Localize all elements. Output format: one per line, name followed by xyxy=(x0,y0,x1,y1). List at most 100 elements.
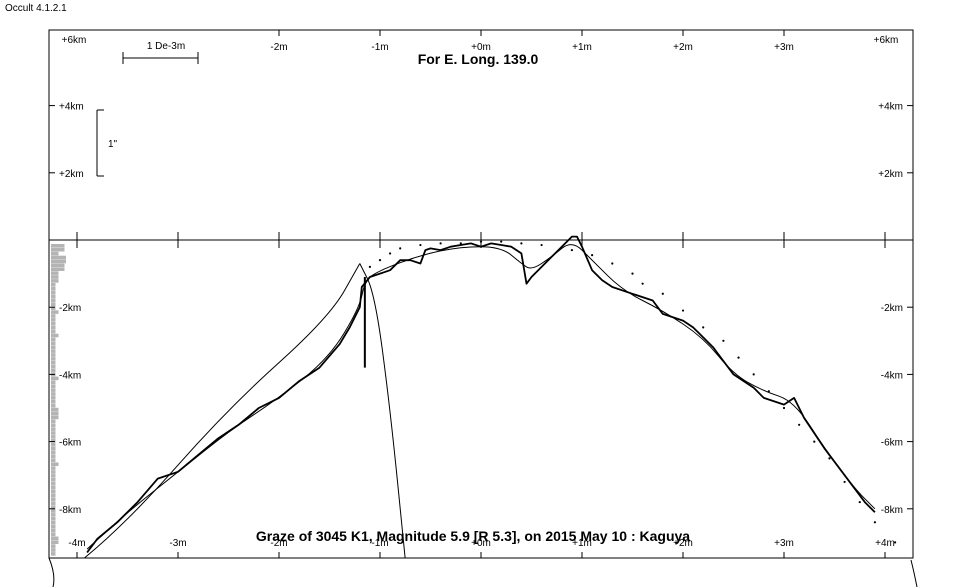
y-tick-label-right: -8km xyxy=(881,505,903,516)
histogram-bar xyxy=(51,388,56,392)
predicted-limb-dot xyxy=(459,242,462,245)
histogram-bar xyxy=(51,357,56,361)
histogram-bar xyxy=(51,493,56,498)
predicted-limb-dot xyxy=(500,240,503,243)
x-tick-label-top: +3m xyxy=(774,42,794,53)
predicted-limb-dot xyxy=(813,440,816,443)
histogram-bar xyxy=(51,380,56,385)
predicted-limb-dot xyxy=(661,292,664,295)
horizontal-scale-bar: 1 De-3m xyxy=(122,41,199,64)
histogram-bar xyxy=(51,458,56,463)
histogram-bar xyxy=(51,364,56,369)
y-tick-label-right: -2km xyxy=(881,303,903,314)
path-curve-extensions xyxy=(48,557,918,587)
histogram-bar xyxy=(51,478,56,482)
y-tick-label-right: +4km xyxy=(878,102,903,113)
histogram-bar xyxy=(51,384,56,388)
histogram-bar xyxy=(51,419,56,424)
x-tick-label-bottom: -1m xyxy=(371,538,388,549)
histogram-bar xyxy=(51,310,59,314)
histogram-bar xyxy=(51,279,59,283)
x-tick-label-top: -2m xyxy=(270,42,287,53)
plot-frame xyxy=(48,29,914,559)
y-axis-ticks: +4km +4km +2km +2km -2km -2km -4km -4km -6km -6km… xyxy=(49,102,913,516)
histogram-bar xyxy=(51,333,59,338)
y-tick-label-right: -4km xyxy=(881,370,903,381)
y-tick-label-left: -4km xyxy=(59,370,81,381)
predicted-limb-dot xyxy=(641,282,644,285)
predicted-limb-dot xyxy=(798,423,801,426)
histogram-bar xyxy=(51,454,56,459)
histogram-bar xyxy=(51,450,56,455)
x-tick-label-bottom: +2m xyxy=(673,538,693,549)
predicted-limb-dot xyxy=(591,254,594,257)
histogram-bar xyxy=(51,517,56,521)
predicted-limb-dot xyxy=(752,373,755,376)
histogram-bar xyxy=(51,544,56,548)
predicted-limb-dot xyxy=(520,242,523,245)
x-tick-label-bottom: -3m xyxy=(169,538,186,549)
histogram-bar xyxy=(51,411,59,416)
histogram-bar xyxy=(51,532,56,537)
predicted-limb-dot xyxy=(419,243,422,247)
predicted-limb-dot xyxy=(702,326,705,329)
histogram-bar xyxy=(51,470,56,474)
histogram-bar xyxy=(51,524,56,529)
predicted-limb-dot xyxy=(858,500,861,504)
histogram-bar xyxy=(51,314,56,318)
histogram-bar xyxy=(51,423,56,427)
histogram-bar xyxy=(51,271,59,275)
histogram-bar xyxy=(51,255,66,260)
horizontal-scale-label: 1 De-3m xyxy=(147,41,185,52)
x-tick-label-top: -1m xyxy=(371,42,388,53)
histogram-bar xyxy=(51,505,56,509)
predicted-limb-dot xyxy=(479,240,483,243)
histogram-bar xyxy=(51,435,56,439)
histogram-bar xyxy=(51,501,56,505)
histogram-bar xyxy=(51,520,56,525)
predicted-limb-dot xyxy=(368,265,371,268)
histogram-bar xyxy=(51,528,56,533)
histogram-bar xyxy=(51,474,56,478)
y-tick-label-right: +2km xyxy=(878,169,903,180)
x-tick-label-bottom: -4m xyxy=(68,538,85,549)
graze-path-curve xyxy=(359,263,406,558)
histogram-bar xyxy=(51,407,59,412)
x-tick-label-bottom: +3m xyxy=(774,538,794,549)
corner-label: +6km xyxy=(62,35,87,46)
right-curve-extension xyxy=(910,559,918,587)
histogram-bar xyxy=(51,361,56,365)
histogram-bar xyxy=(51,481,56,486)
histogram-bar xyxy=(51,251,59,256)
histogram-bar xyxy=(51,368,56,373)
app-title: Occult 4.1.2.1 xyxy=(5,3,67,14)
histogram-bar xyxy=(51,263,65,268)
histogram-bar xyxy=(51,259,66,264)
predicted-limb-dot xyxy=(570,248,574,252)
corner-labels: +6km +6km xyxy=(62,35,899,46)
histogram-bar xyxy=(51,446,56,451)
graze-path-curve xyxy=(83,263,361,558)
histogram-bar xyxy=(51,431,56,435)
predicted-limb-dot xyxy=(378,259,382,262)
predicted-limb-dot xyxy=(767,390,770,393)
histogram-bar xyxy=(51,442,56,447)
x-tick-label-bottom: +4m xyxy=(875,538,895,549)
predicted-limb-dot xyxy=(681,309,685,312)
y-tick-label-left: +4km xyxy=(59,102,84,113)
histogram-bar xyxy=(51,540,59,544)
histogram-bar xyxy=(51,286,56,291)
histogram-bar xyxy=(51,306,56,310)
histogram-bar xyxy=(51,415,59,420)
corner-label: +6km xyxy=(874,35,899,46)
histogram-bar xyxy=(51,497,56,502)
predicted-limb-dot xyxy=(631,272,634,275)
histogram-bar xyxy=(51,275,59,279)
histogram-bar xyxy=(51,466,56,470)
y-tick-label-left: -8km xyxy=(59,505,81,516)
histogram-bar xyxy=(51,325,56,330)
predicted-limb-dot xyxy=(894,541,897,544)
histogram-bar xyxy=(51,329,56,334)
histogram-bar xyxy=(51,489,56,494)
histogram-bar xyxy=(51,552,56,556)
